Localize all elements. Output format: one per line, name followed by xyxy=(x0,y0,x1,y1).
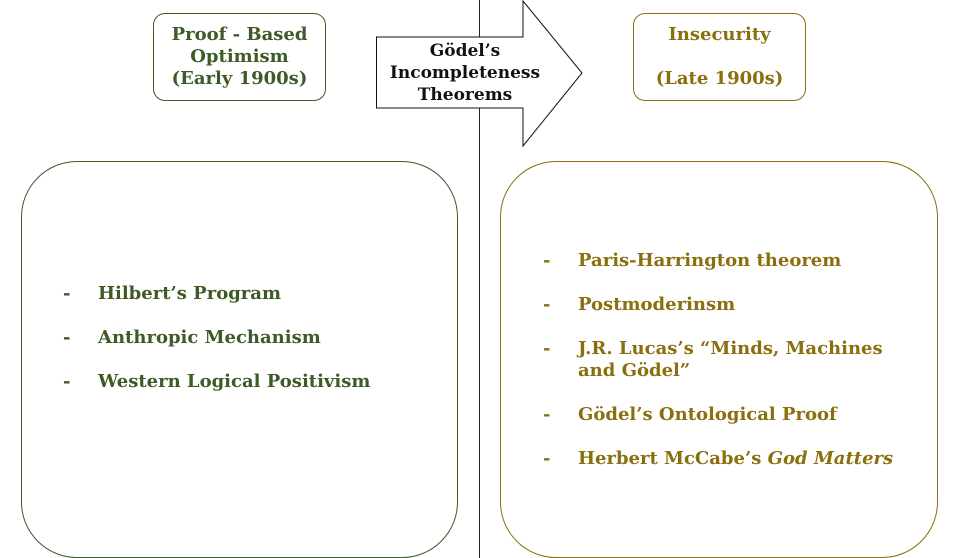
list-item: - Gödel’s Ontological Proof xyxy=(522,404,912,426)
late-content-box xyxy=(500,161,938,558)
arrow-label-line2: Incompleteness xyxy=(389,63,541,83)
era-pill-late: Insecurity (Late 1900s) xyxy=(633,13,806,101)
list-item-text: Hilbert’s Program xyxy=(98,283,281,304)
list-item-text: Postmoderinsm xyxy=(578,294,736,315)
list-item-text: Paris-Harrington theorem xyxy=(578,250,842,271)
list-item-text: Gödel’s Ontological Proof xyxy=(578,404,837,425)
bullet-dash: - xyxy=(63,283,71,304)
list-item: - Herbert McCabe’s God Matters xyxy=(522,448,912,470)
list-item: - Postmoderinsm xyxy=(522,294,912,316)
arrow-label-line3: Theorems xyxy=(417,85,513,105)
bullet-dash: - xyxy=(543,448,551,469)
bullet-dash: - xyxy=(543,294,551,315)
list-item: - Hilbert’s Program xyxy=(42,283,442,305)
list-item-text: Anthropic Mechanism xyxy=(98,327,321,348)
bullet-dash: - xyxy=(63,327,71,348)
right-arrow-shape xyxy=(376,0,583,148)
era-pill-early-line2: Optimism xyxy=(190,46,289,67)
era-pill-early: Proof - Based Optimism (Early 1900s) xyxy=(153,13,326,101)
list-item-text: Western Logical Positivism xyxy=(98,371,371,392)
bullet-dash: - xyxy=(63,371,71,392)
bullet-dash: - xyxy=(543,404,551,425)
era-pill-late-line1: Insecurity xyxy=(668,24,771,45)
era-pill-early-line1: Proof - Based xyxy=(171,24,308,45)
era-pill-late-line2: (Late 1900s) xyxy=(655,68,784,89)
late-items-list: - Paris-Harrington theorem - Postmoderin… xyxy=(522,250,912,492)
list-item: - Anthropic Mechanism xyxy=(42,327,442,349)
center-divider-line xyxy=(479,0,480,558)
list-item: - Paris-Harrington theorem xyxy=(522,250,912,272)
book-title: God Matters xyxy=(767,448,894,469)
era-pill-early-line3: (Early 1900s) xyxy=(171,68,308,89)
list-item-text: J.R. Lucas’s “Minds, Machines and Gödel” xyxy=(578,338,883,381)
list-item: - J.R. Lucas’s “Minds, Machines and Göde… xyxy=(522,338,912,382)
arrow-label: Gödel’s Incompleteness Theorems xyxy=(380,40,550,106)
list-item-text-prefix: Herbert McCabe’s xyxy=(578,448,768,469)
arrow-label-line1: Gödel’s xyxy=(429,41,501,61)
bullet-dash: - xyxy=(543,250,551,271)
early-content-box xyxy=(21,161,458,558)
early-items-list: - Hilbert’s Program - Anthropic Mechanis… xyxy=(42,283,442,415)
list-item: - Western Logical Positivism xyxy=(42,371,442,393)
bullet-dash: - xyxy=(543,338,551,359)
